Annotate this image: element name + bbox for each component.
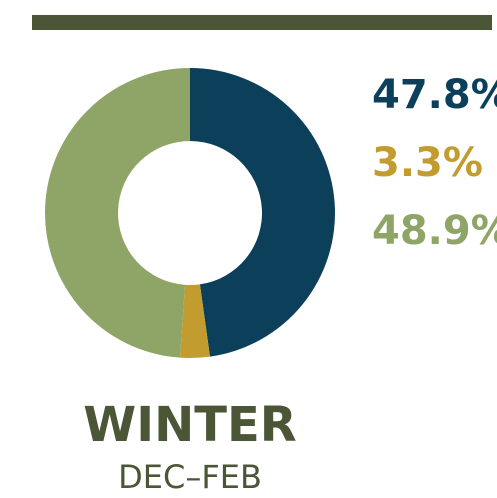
value-label: 48.9% xyxy=(372,208,497,254)
pie-slice xyxy=(179,284,210,359)
pie-slice xyxy=(45,68,190,358)
header-bar xyxy=(32,15,492,30)
chart-subtitle: DEC–FEB xyxy=(118,458,262,496)
value-label: 47.8% xyxy=(372,72,497,118)
chart-title: WINTER xyxy=(83,397,296,453)
pie-slice xyxy=(190,68,335,357)
value-label: 3.3% xyxy=(372,140,483,186)
